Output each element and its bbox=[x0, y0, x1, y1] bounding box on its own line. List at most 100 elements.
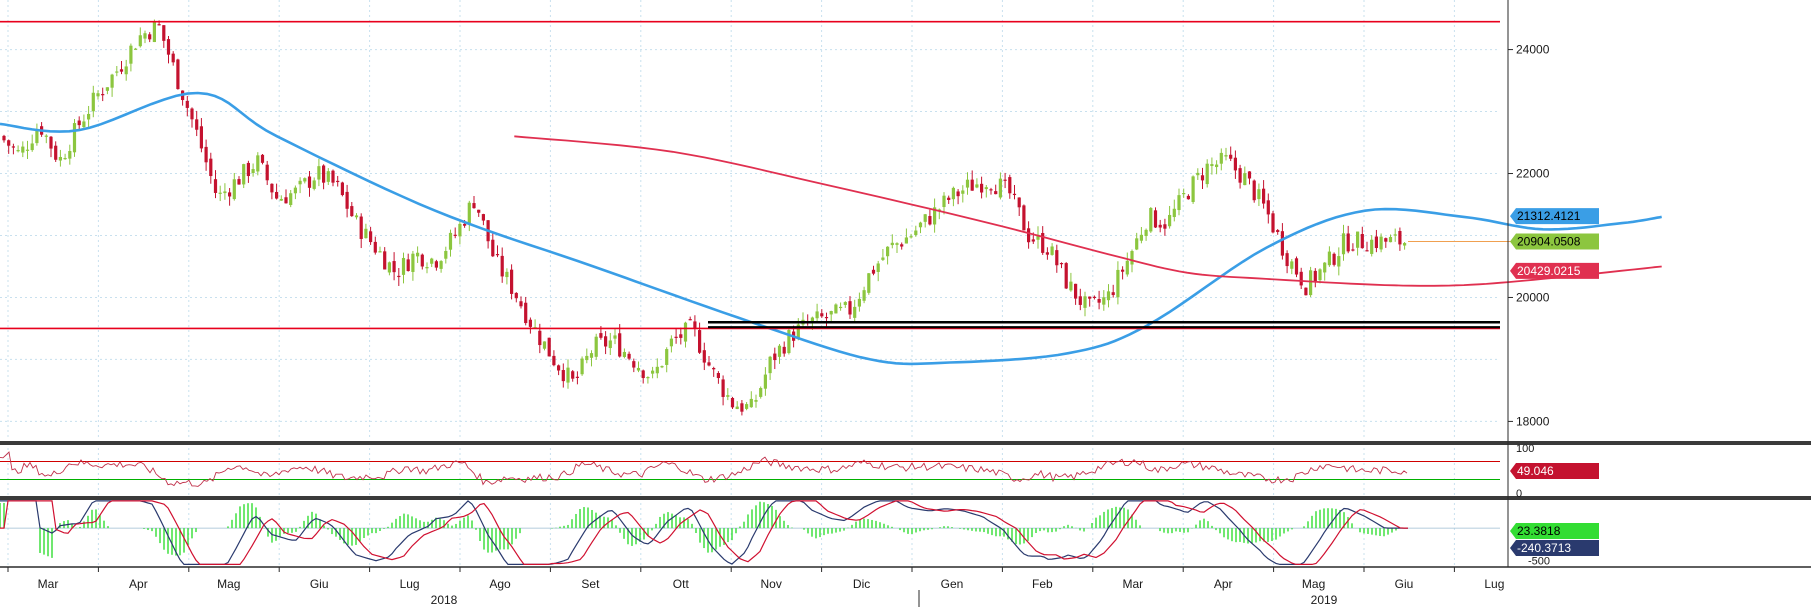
candle-body bbox=[72, 123, 77, 153]
candle-body bbox=[528, 319, 532, 327]
candle-body bbox=[829, 311, 833, 315]
x-tick-label: Gen bbox=[941, 577, 964, 591]
candle-body bbox=[820, 313, 824, 317]
candle-body bbox=[152, 21, 156, 43]
candle-body bbox=[425, 267, 429, 269]
candle-body bbox=[1172, 208, 1176, 218]
candle-body bbox=[505, 271, 509, 278]
year-label: 2019 bbox=[1311, 593, 1338, 607]
candle-body bbox=[1036, 234, 1040, 240]
price-value-tag-box bbox=[1510, 233, 1599, 250]
candle-body bbox=[514, 292, 518, 299]
candle-body bbox=[669, 338, 673, 347]
x-tick-label: Ott bbox=[673, 577, 690, 591]
candle-body bbox=[397, 275, 401, 278]
candle-body bbox=[166, 39, 171, 55]
candle-body bbox=[1196, 172, 1200, 176]
candle-body bbox=[1191, 176, 1195, 202]
candle-body bbox=[1393, 234, 1397, 236]
x-tick-label: Apr bbox=[1214, 577, 1233, 591]
candle-body bbox=[1050, 246, 1054, 255]
candle-body bbox=[383, 251, 387, 270]
candle-body bbox=[411, 253, 415, 272]
candle-body bbox=[232, 179, 236, 200]
candle-body bbox=[1290, 261, 1294, 269]
candle-body bbox=[839, 306, 843, 309]
candle-body bbox=[190, 108, 194, 120]
candle-body bbox=[134, 48, 138, 50]
candle-body bbox=[1337, 256, 1341, 267]
x-tick-label: Nov bbox=[761, 577, 782, 591]
candle-body bbox=[754, 400, 758, 402]
x-tick-label: Lug bbox=[1484, 577, 1504, 591]
macd-line bbox=[0, 500, 1408, 565]
candle-body bbox=[1360, 234, 1364, 249]
candle-body bbox=[651, 370, 655, 374]
candle-body bbox=[1083, 296, 1087, 308]
candle-body bbox=[627, 353, 631, 359]
candle-body bbox=[195, 119, 199, 130]
candle-body bbox=[777, 345, 782, 357]
candle-body bbox=[176, 59, 180, 90]
candle-body bbox=[524, 302, 528, 324]
candle-body bbox=[495, 254, 500, 256]
panel-separator bbox=[0, 441, 1811, 445]
candle-body bbox=[900, 244, 904, 247]
candle-body bbox=[688, 319, 692, 321]
candle-body bbox=[1003, 179, 1007, 181]
candle-body bbox=[359, 216, 363, 239]
candle-body bbox=[1309, 270, 1313, 296]
candle-body bbox=[632, 361, 636, 368]
candle-body bbox=[557, 365, 561, 371]
candle-body bbox=[35, 129, 39, 144]
panel-separator bbox=[0, 496, 1811, 500]
candle-body bbox=[199, 126, 203, 149]
candle-body bbox=[904, 237, 908, 244]
candle-body bbox=[307, 176, 312, 188]
macd-signal-line bbox=[0, 500, 1408, 565]
candle-body bbox=[1271, 213, 1275, 233]
candle-body bbox=[416, 252, 420, 257]
candle-body bbox=[1045, 252, 1049, 255]
rsi-value-tag-box bbox=[1510, 462, 1599, 479]
candle-body bbox=[1388, 236, 1393, 243]
candle-body bbox=[1182, 193, 1186, 195]
candle-body bbox=[82, 121, 86, 128]
price-value-tag: 20904.0508 bbox=[1517, 234, 1581, 248]
candle-body bbox=[1205, 163, 1209, 185]
candle-body bbox=[782, 346, 786, 354]
macd-value-tag: 23.3818 bbox=[1517, 524, 1561, 538]
macd-value-tag: -240.3713 bbox=[1517, 541, 1571, 555]
candle-body bbox=[552, 355, 556, 366]
macd-value-tag-box bbox=[1510, 540, 1599, 556]
candle-body bbox=[110, 74, 114, 88]
candle-body bbox=[204, 146, 208, 163]
candle-body bbox=[876, 263, 880, 272]
candle-body bbox=[989, 189, 993, 191]
candle-body bbox=[350, 206, 354, 217]
candle-body bbox=[622, 351, 626, 357]
candle-body bbox=[1064, 263, 1068, 289]
candle-body bbox=[303, 178, 307, 182]
candle-body bbox=[1327, 251, 1331, 266]
candle-body bbox=[1088, 296, 1092, 299]
candle-body bbox=[1379, 236, 1383, 250]
candle-body bbox=[63, 157, 67, 160]
price-value-tag-box bbox=[1510, 262, 1599, 279]
candle-body bbox=[796, 324, 800, 340]
candle-body bbox=[1027, 228, 1031, 243]
candle-body bbox=[1318, 269, 1322, 281]
candle-body bbox=[853, 306, 857, 318]
candle-body bbox=[458, 223, 462, 237]
candle-body bbox=[30, 143, 34, 151]
candle-body bbox=[923, 214, 927, 222]
candle-body bbox=[608, 340, 612, 349]
candle-body bbox=[571, 371, 575, 379]
candle-body bbox=[636, 367, 641, 371]
candle-body bbox=[1177, 195, 1181, 211]
candle-body bbox=[1130, 251, 1134, 265]
candle-body bbox=[909, 236, 913, 238]
candle-body bbox=[683, 322, 688, 342]
candle-body bbox=[1285, 253, 1289, 267]
